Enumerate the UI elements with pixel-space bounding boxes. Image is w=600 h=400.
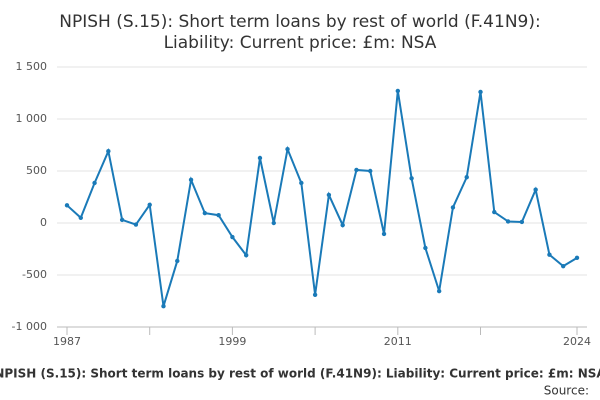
point [533, 187, 538, 192]
point [133, 222, 139, 227]
x-tick-label: 1987 [53, 335, 81, 348]
point [395, 88, 401, 94]
point [285, 146, 290, 152]
point [230, 234, 235, 240]
point [119, 217, 125, 223]
point [271, 220, 276, 226]
point [368, 168, 373, 174]
point [423, 245, 428, 251]
point [464, 175, 469, 180]
point [161, 304, 166, 309]
point [409, 176, 414, 181]
y-tick-label: 0 [40, 216, 47, 229]
point [354, 167, 359, 173]
point [202, 210, 208, 216]
point [64, 203, 70, 208]
point [299, 180, 304, 186]
point [175, 258, 180, 264]
point [561, 263, 566, 269]
caption: NPISH (S.15): Short term loans by rest o… [0, 367, 600, 381]
point [188, 177, 194, 183]
point [78, 215, 83, 220]
point [381, 231, 387, 237]
y-tick-label: 500 [26, 164, 47, 177]
x-tick-label: 1999 [218, 335, 246, 348]
point [216, 213, 221, 218]
point [505, 219, 511, 224]
point [519, 219, 525, 225]
point [312, 292, 318, 297]
point [147, 202, 152, 207]
point [326, 192, 332, 198]
source: Source: [544, 384, 589, 398]
chart-title: Liability: Current price: £m: NSA [164, 33, 437, 53]
point [450, 205, 456, 210]
point [257, 155, 263, 161]
point [92, 180, 97, 186]
point [340, 222, 345, 228]
point [243, 253, 249, 258]
point [492, 209, 497, 215]
point [574, 255, 580, 261]
point [547, 252, 552, 257]
x-tick-label: 2011 [384, 335, 412, 348]
y-tick-label: 1 000 [16, 112, 48, 125]
point [436, 288, 442, 294]
chart-title: NPISH (S.15): Short term loans by rest o… [59, 12, 540, 32]
line [66, 90, 578, 307]
y-tick-label: 1 500 [16, 60, 48, 73]
y-tick-label: -1 000 [12, 320, 47, 333]
y-tick-label: -500 [22, 268, 47, 281]
point [478, 89, 483, 95]
x-tick-label: 2024 [563, 335, 591, 348]
point [106, 149, 111, 154]
